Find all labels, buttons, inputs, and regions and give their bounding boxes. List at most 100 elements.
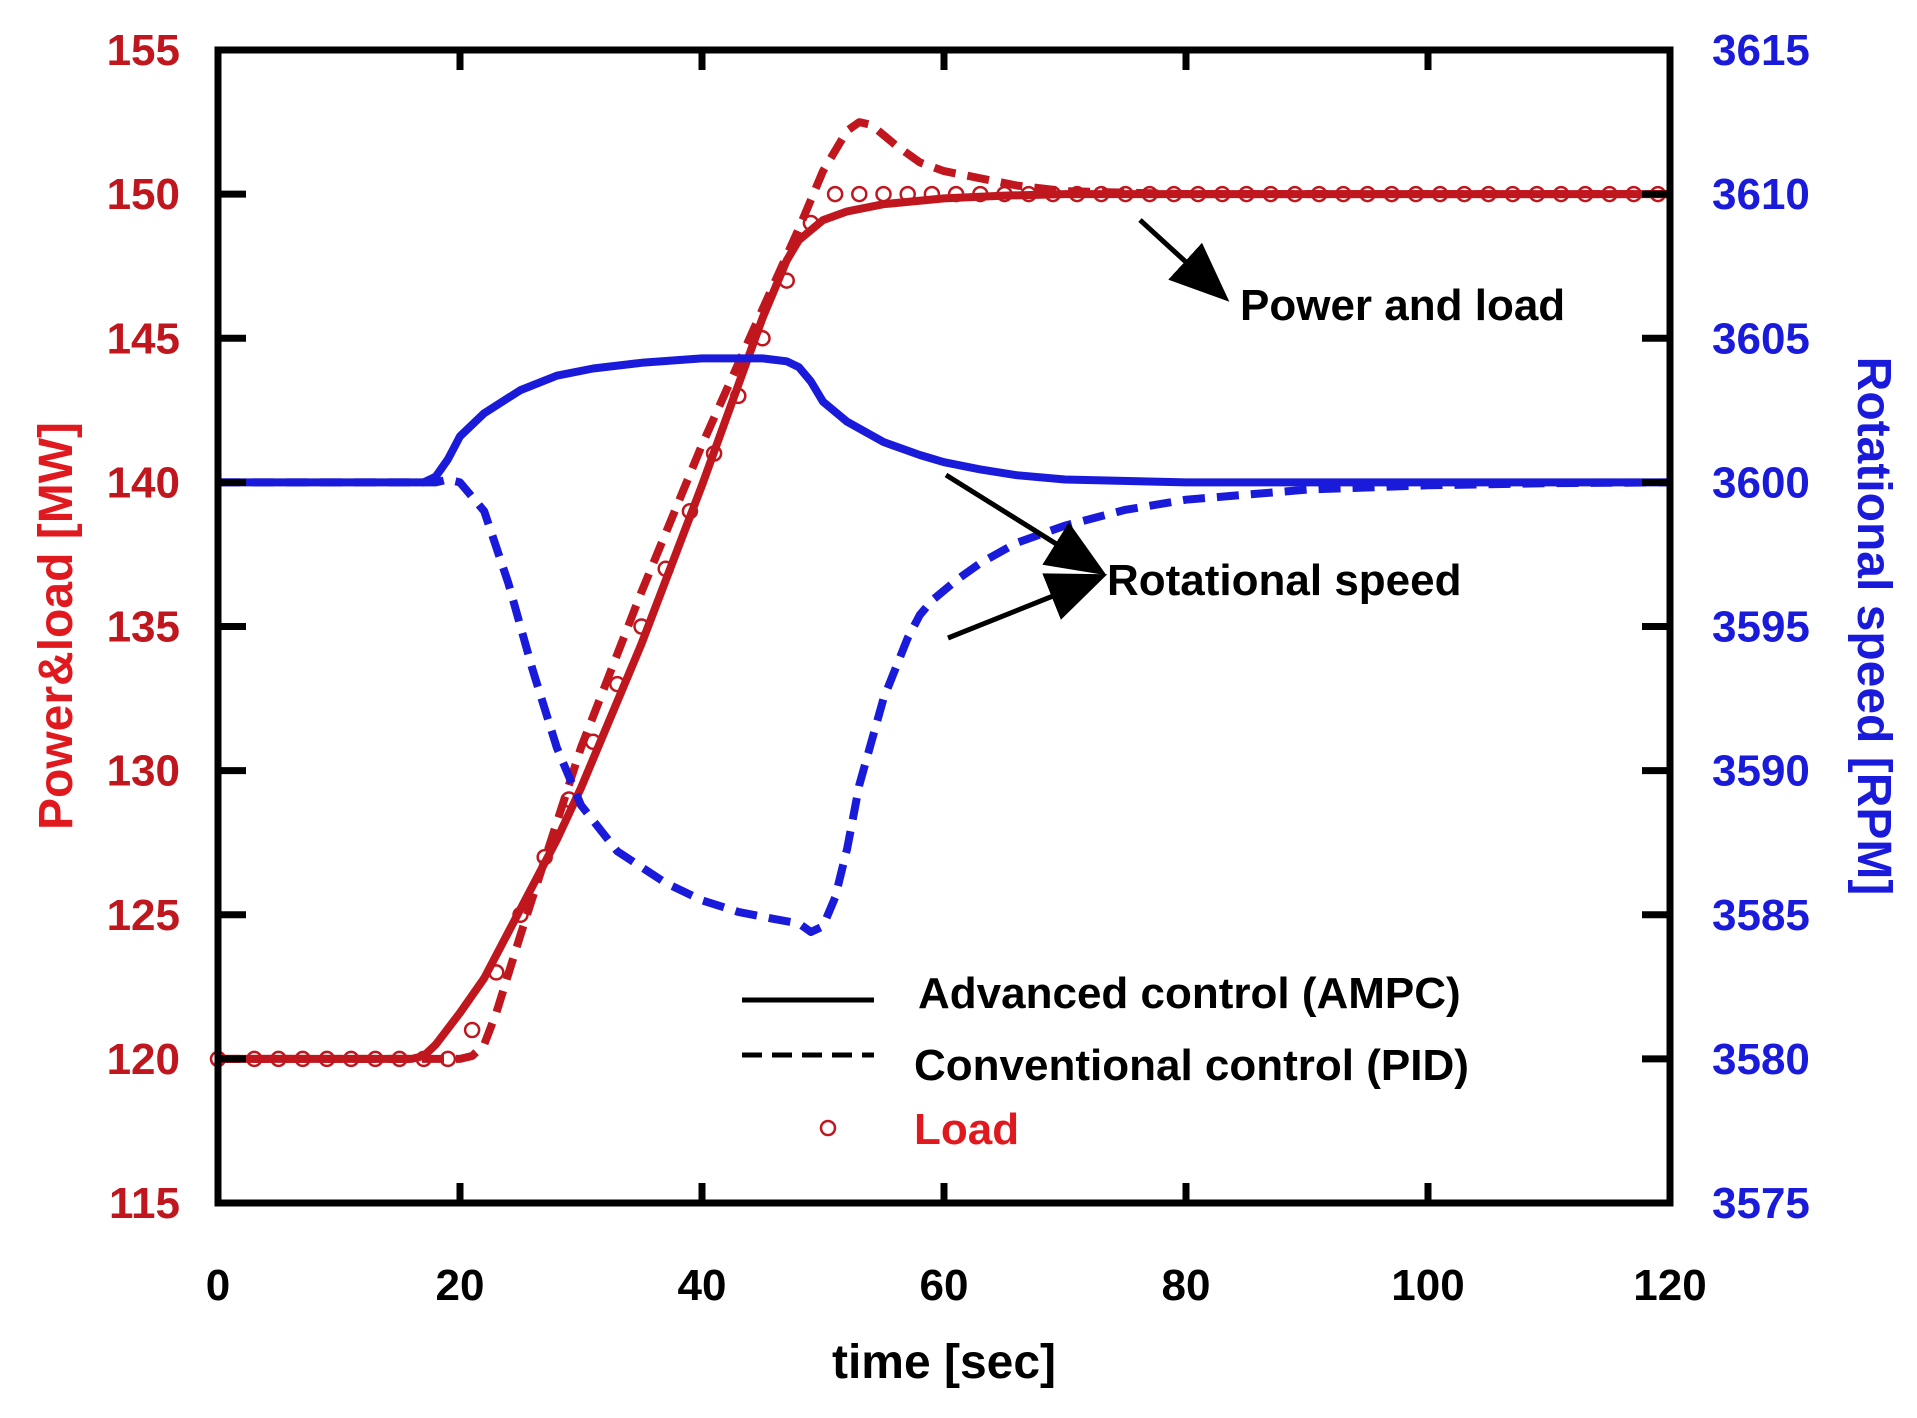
- y-right-tick-label: 3575: [1712, 1179, 1810, 1228]
- y-right-tick-label: 3600: [1712, 458, 1810, 507]
- load-marker: [1431, 185, 1449, 203]
- x-axis-title: time [sec]: [832, 1336, 1056, 1389]
- series-line-rotational-speed-pid: [218, 475, 1671, 936]
- y-right-tick-label: 3590: [1712, 747, 1810, 796]
- tick-labels: 0 20 40 60 80 100 120 115 120 125 130 135 140 145 150 1…: [107, 26, 1810, 1310]
- x-tick-label: 20: [436, 1261, 485, 1310]
- plot-frame: [214, 46, 1674, 1207]
- load-marker: [826, 185, 844, 203]
- y-right-tick-label: 3595: [1712, 603, 1810, 652]
- load-marker: [1601, 185, 1618, 203]
- series-load: [209, 185, 1667, 1068]
- load-marker: [1407, 185, 1425, 203]
- load-marker: [488, 964, 505, 981]
- load-marker: [415, 1050, 432, 1068]
- load-marker: [778, 272, 795, 289]
- y-right-tick-label: 3605: [1712, 314, 1810, 363]
- load-marker: [1262, 185, 1279, 203]
- load-marker: [1165, 185, 1183, 203]
- y-left-tick-label: 135: [107, 603, 180, 652]
- series-line-power-pid: [218, 118, 1670, 1063]
- annotation-arrow: [944, 472, 1107, 576]
- load-marker: [584, 733, 602, 751]
- x-tick-label: 100: [1391, 1261, 1464, 1310]
- load-marker: [367, 1050, 384, 1068]
- y-left-tick-label: 120: [107, 1035, 180, 1084]
- load-marker: [439, 1050, 457, 1068]
- load-marker: [996, 185, 1013, 203]
- load-marker: [1310, 185, 1328, 203]
- annotation-arrow: [1138, 218, 1230, 302]
- load-marker: [657, 560, 674, 578]
- load-marker: [875, 185, 892, 203]
- load-marker: [536, 848, 553, 866]
- y-left-tick-label: 125: [107, 891, 180, 940]
- load-marker: [1117, 185, 1134, 203]
- load-marker: [802, 214, 820, 232]
- load-marker: [246, 1050, 263, 1068]
- y-left-tick-label: 140: [107, 458, 180, 507]
- y-right-tick-label: 3585: [1712, 891, 1810, 940]
- load-marker: [1020, 185, 1037, 203]
- annotation-label: Power and load: [1240, 281, 1565, 330]
- load-marker: [1383, 185, 1400, 203]
- load-marker: [705, 445, 723, 462]
- y-right-tick-label: 3615: [1712, 26, 1810, 75]
- x-tick-label: 60: [920, 1261, 969, 1310]
- load-marker: [1044, 185, 1062, 203]
- load-marker: [1238, 185, 1255, 203]
- annotation-arrow: [947, 573, 1108, 641]
- legend: Advanced control (AMPC) Conventional con…: [742, 969, 1469, 1154]
- y-axis-right-title: Rotational speed [RPM]: [1847, 357, 1900, 896]
- load-marker: [1093, 185, 1110, 203]
- legend-label-ampc: Advanced control (AMPC): [918, 969, 1461, 1018]
- load-marker: [1504, 185, 1521, 203]
- load-marker: [681, 502, 699, 520]
- annotation-label: Rotational speed: [1107, 556, 1462, 605]
- load-marker: [1528, 185, 1546, 203]
- load-marker: [342, 1050, 360, 1068]
- load-marker: [730, 387, 747, 405]
- load-marker: [294, 1050, 311, 1068]
- load-marker: [609, 675, 626, 693]
- x-tick-label: 40: [678, 1261, 727, 1310]
- load-marker: [1359, 185, 1376, 203]
- load-marker: [318, 1050, 336, 1068]
- load-marker: [1625, 185, 1642, 203]
- load-marker: [1480, 185, 1497, 203]
- y-left-tick-label: 145: [107, 314, 180, 363]
- annotation-rotational-speed: Rotational speed: [944, 472, 1462, 641]
- load-marker: [1335, 185, 1352, 203]
- tick-marks: [218, 50, 1670, 1203]
- load-marker: [754, 330, 771, 347]
- load-marker: [391, 1050, 408, 1068]
- load-marker: [270, 1050, 287, 1068]
- legend-swatch-marker: [819, 1119, 837, 1137]
- x-tick-label: 120: [1633, 1261, 1706, 1310]
- load-marker: [1214, 185, 1231, 203]
- load-marker: [899, 185, 916, 203]
- x-tick-label: 80: [1162, 1261, 1211, 1310]
- x-tick-label: 0: [206, 1261, 230, 1310]
- y-left-tick-label: 155: [107, 26, 180, 75]
- load-marker: [633, 618, 650, 635]
- legend-label-load: Load: [914, 1105, 1019, 1154]
- legend-label-pid: Conventional control (PID): [914, 1041, 1469, 1090]
- series-line-rotational-speed-ampc: [218, 354, 1670, 487]
- load-marker: [1286, 185, 1304, 203]
- load-marker: [972, 185, 989, 203]
- load-marker: [1552, 185, 1570, 203]
- load-marker: [512, 906, 529, 924]
- load-marker: [463, 1021, 481, 1039]
- load-marker: [851, 185, 868, 203]
- load-marker: [1189, 185, 1207, 203]
- load-marker: [923, 185, 941, 203]
- load-marker: [1068, 185, 1086, 203]
- y-right-tick-label: 3580: [1712, 1035, 1810, 1084]
- load-marker: [1141, 185, 1158, 203]
- y-left-tick-label: 115: [109, 1179, 180, 1228]
- y-left-tick-label: 150: [107, 170, 180, 219]
- y-right-tick-label: 3610: [1712, 170, 1810, 219]
- series-line-power-ampc: [218, 190, 1670, 1063]
